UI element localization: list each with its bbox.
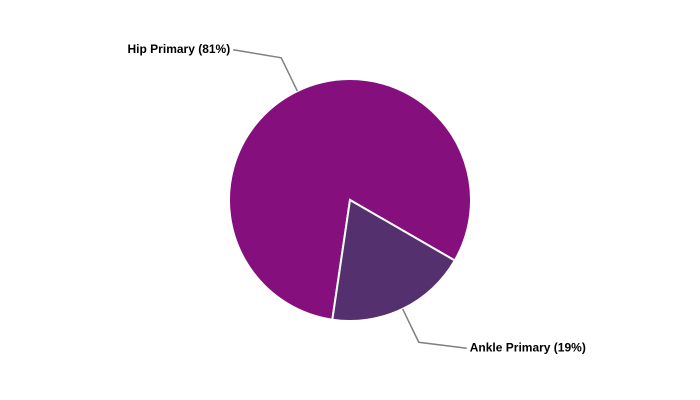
slice-label: Ankle Primary (19%) xyxy=(470,340,586,354)
leader-line xyxy=(233,49,299,92)
leader-line xyxy=(401,308,467,349)
slice-label: Hip Primary (81%) xyxy=(128,42,231,56)
